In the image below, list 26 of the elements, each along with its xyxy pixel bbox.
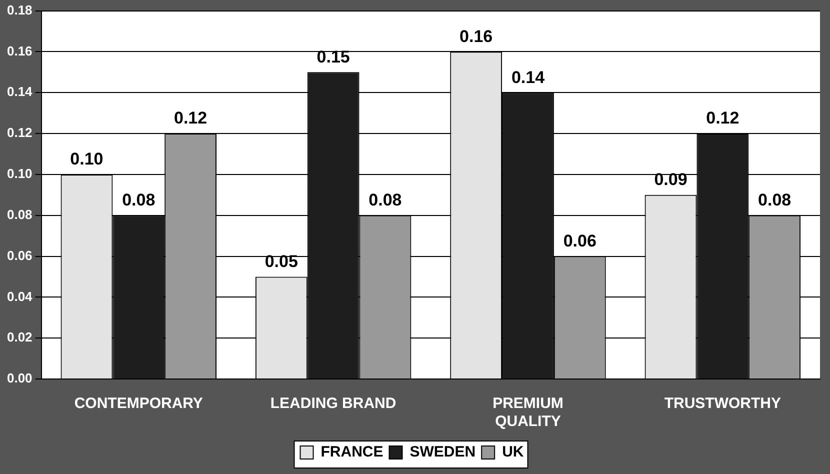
y-tick-label: 0.18: [6, 2, 32, 18]
data-label: 0.12: [706, 108, 740, 128]
y-tick-label: 0.06: [6, 248, 32, 263]
y-tick-label: 0.02: [6, 330, 32, 345]
data-label: 0.08: [368, 190, 402, 210]
data-label: 0.08: [758, 190, 792, 210]
x-tick-label: LEADING BRAND: [270, 395, 396, 412]
y-tick-label: 0.00: [6, 370, 32, 386]
legend-label: FRANCE: [320, 444, 384, 461]
data-label: 0.06: [563, 231, 596, 250]
data-label: 0.16: [460, 26, 493, 46]
y-tick-label: 0.04: [6, 288, 34, 304]
y-tick-label: 0.08: [6, 206, 32, 222]
x-tick-label: TRUSTWORTHY: [664, 395, 781, 412]
x-tick-label: PREMIUM QUALITY: [492, 395, 564, 430]
x-tick-label: CONTEMPORARY: [74, 395, 203, 412]
data-label: 0.14: [511, 68, 546, 87]
data-label: 0.08: [122, 190, 156, 210]
data-label: 0.10: [70, 150, 104, 169]
legend-label: SWEDEN: [410, 444, 476, 461]
y-tick-label: 0.12: [6, 125, 32, 140]
y-tick-label: 0.10: [6, 166, 32, 182]
y-tick-label: 0.16: [6, 43, 32, 58]
y-tick-label: 0.14: [6, 84, 34, 100]
data-label: 0.12: [174, 108, 208, 128]
legend-label: UK: [502, 444, 524, 461]
